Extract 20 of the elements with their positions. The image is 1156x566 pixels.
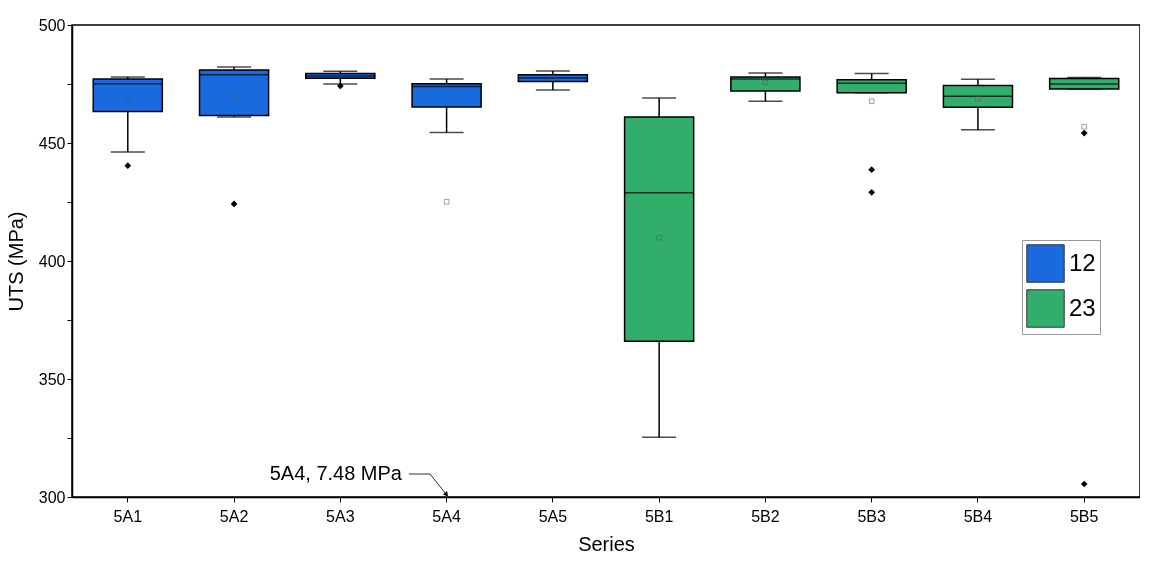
- x-tick-label: 5B1: [644, 507, 674, 525]
- x-tick-label: 5A2: [219, 507, 249, 525]
- annotation: 5A4, 7.48 MPa: [269, 462, 403, 484]
- x-axis-title: Series: [578, 532, 635, 555]
- x-tick-label: 5A3: [326, 507, 355, 525]
- y-tick-label: 500: [38, 16, 66, 34]
- y-tick-label: 400: [38, 252, 66, 270]
- y-tick-label: 350: [38, 370, 66, 388]
- x-tick-label: 5A4: [432, 507, 461, 525]
- legend-label: 12: [1069, 248, 1096, 276]
- x-tick-label: 5A5: [538, 507, 568, 525]
- y-axis-title: UTS (MPa): [4, 211, 27, 312]
- y-tick-label: 450: [38, 134, 66, 152]
- legend-label: 23: [1069, 293, 1096, 321]
- x-tick-label: 5B2: [751, 507, 780, 525]
- x-tick-label: 5B5: [1069, 507, 1099, 525]
- y-tick-label: 300: [38, 488, 66, 506]
- x-tick-label: 5B4: [963, 507, 993, 525]
- x-tick-label: 5A1: [113, 507, 143, 525]
- x-tick-label: 5B3: [857, 507, 887, 525]
